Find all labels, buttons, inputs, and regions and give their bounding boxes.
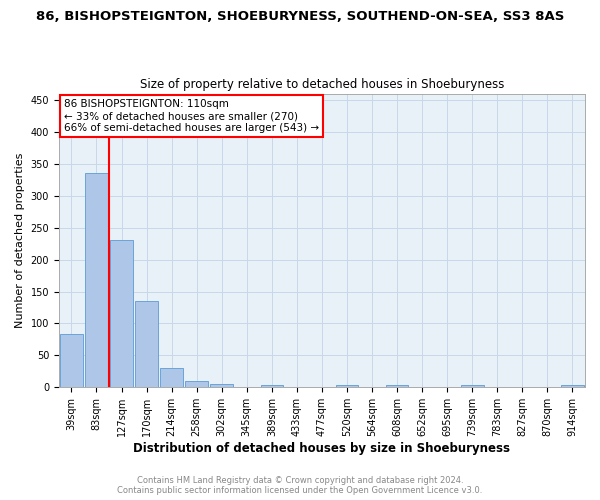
Bar bbox=[561, 385, 584, 388]
Text: Contains HM Land Registry data © Crown copyright and database right 2024.
Contai: Contains HM Land Registry data © Crown c… bbox=[118, 476, 482, 495]
Bar bbox=[336, 386, 358, 388]
Bar bbox=[110, 240, 133, 388]
Bar bbox=[260, 385, 283, 388]
Bar bbox=[211, 384, 233, 388]
Title: Size of property relative to detached houses in Shoeburyness: Size of property relative to detached ho… bbox=[140, 78, 504, 91]
Text: 86, BISHOPSTEIGNTON, SHOEBURYNESS, SOUTHEND-ON-SEA, SS3 8AS: 86, BISHOPSTEIGNTON, SHOEBURYNESS, SOUTH… bbox=[36, 10, 564, 23]
Bar bbox=[85, 174, 108, 388]
Bar bbox=[185, 381, 208, 388]
Bar bbox=[386, 386, 409, 388]
Bar bbox=[160, 368, 183, 388]
Bar bbox=[136, 301, 158, 388]
Bar bbox=[461, 386, 484, 388]
Text: 86 BISHOPSTEIGNTON: 110sqm
← 33% of detached houses are smaller (270)
66% of sem: 86 BISHOPSTEIGNTON: 110sqm ← 33% of deta… bbox=[64, 100, 319, 132]
Y-axis label: Number of detached properties: Number of detached properties bbox=[15, 153, 25, 328]
Bar bbox=[60, 334, 83, 388]
X-axis label: Distribution of detached houses by size in Shoeburyness: Distribution of detached houses by size … bbox=[133, 442, 511, 455]
